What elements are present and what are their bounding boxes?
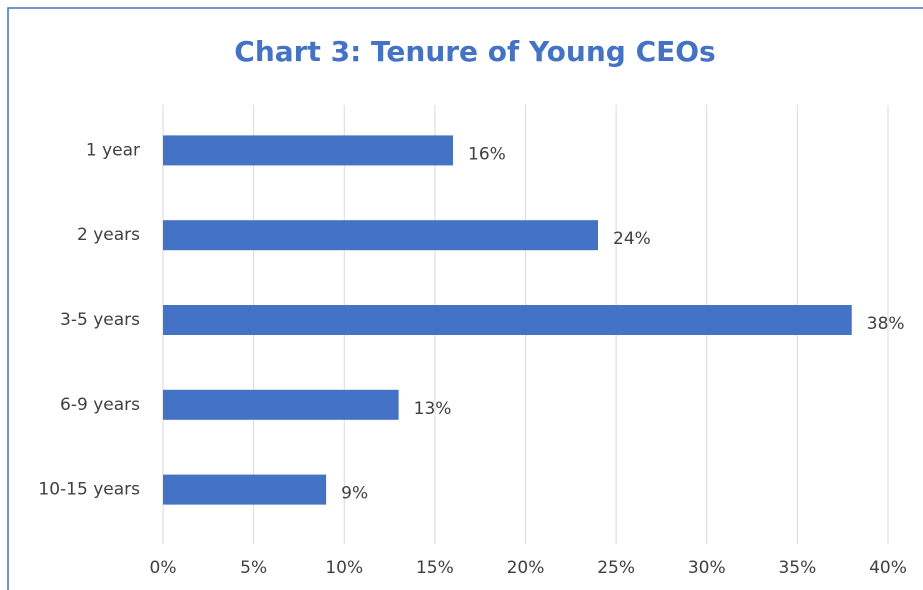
- bar: [163, 474, 327, 505]
- bar: [163, 220, 598, 251]
- y-tick-label: 1 year: [86, 140, 140, 160]
- y-tick-label: 2 years: [77, 225, 140, 245]
- y-tick-label: 3-5 years: [60, 310, 140, 330]
- y-tick-label: 10-15 years: [38, 480, 140, 500]
- x-tick-label: 5%: [240, 558, 267, 578]
- data-label: 24%: [613, 229, 651, 249]
- x-tick-label: 40%: [869, 558, 907, 578]
- data-label: 13%: [414, 399, 452, 419]
- data-label: 16%: [468, 144, 506, 164]
- data-label: 38%: [867, 314, 905, 334]
- x-tick-label: 25%: [597, 558, 635, 578]
- bar: [163, 305, 852, 335]
- x-tick-label: 15%: [416, 558, 454, 578]
- bar: [163, 389, 399, 420]
- data-label: 9%: [341, 484, 368, 504]
- x-tick-label: 30%: [688, 558, 726, 578]
- x-tick-label: 0%: [150, 558, 177, 578]
- chart-title: Chart 3: Tenure of Young CEOs: [234, 35, 715, 68]
- x-tick-label: 10%: [325, 558, 363, 578]
- chart-frame: [7, 7, 923, 590]
- x-tick-label: 20%: [507, 558, 545, 578]
- x-tick-label: 35%: [778, 558, 816, 578]
- bar: [163, 135, 453, 166]
- y-tick-label: 6-9 years: [60, 395, 140, 415]
